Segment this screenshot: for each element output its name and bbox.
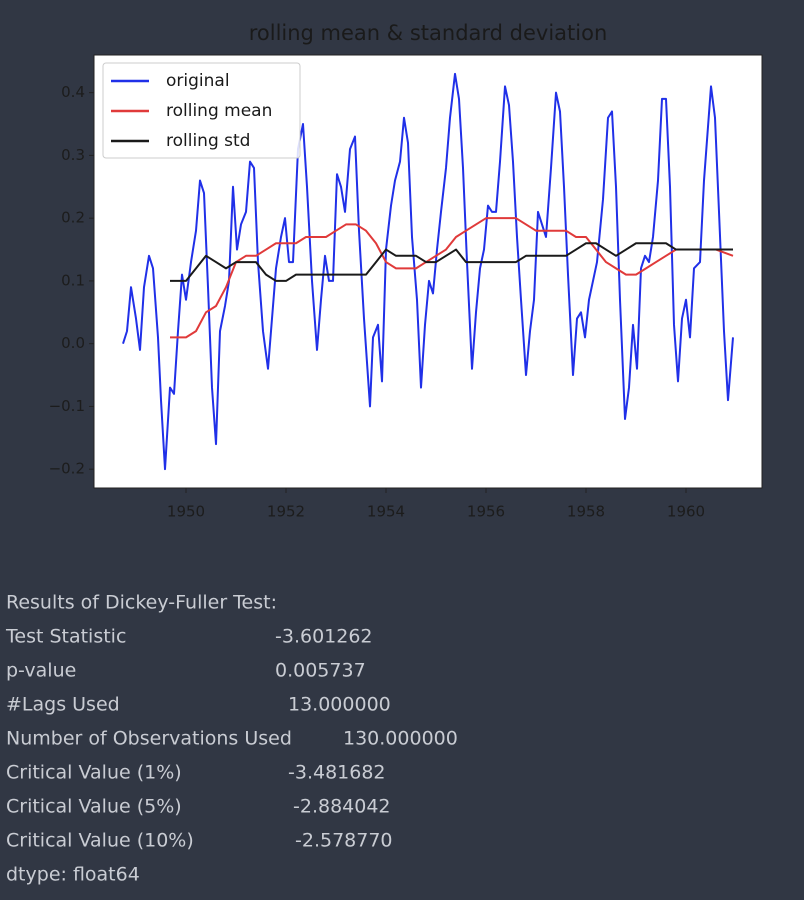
result-label: Critical Value (10%): [6, 830, 194, 852]
legend-label: rolling mean: [166, 101, 272, 121]
result-value: -2.578770: [295, 830, 393, 852]
test-results: Results of Dickey-Fuller Test: Test Stati…: [5, 592, 458, 886]
result-label: Critical Value (1%): [6, 762, 182, 784]
x-tick-label: 1952: [267, 503, 305, 521]
chart-title: rolling mean & standard deviation: [249, 21, 608, 45]
legend-box: [102, 62, 301, 159]
x-tick-label: 1956: [467, 503, 505, 521]
legend-label: original: [166, 71, 230, 91]
y-tick-label: −0.1: [49, 397, 85, 415]
result-label: Test Statistic: [5, 626, 126, 648]
lines: [122, 72, 734, 471]
y-tick-label: −0.2: [49, 460, 85, 478]
y-tick-label: 0.0: [61, 334, 85, 352]
result-label: Number of Observations Used: [6, 728, 292, 750]
legend: original rolling mean rolling std: [102, 62, 301, 159]
y-tick-label: 0.2: [61, 209, 85, 227]
result-value: -3.481682: [288, 762, 386, 784]
x-tick-label: 1954: [367, 503, 405, 521]
series-line: [170, 217, 734, 339]
result-value: -2.884042: [293, 796, 391, 818]
result-label: #Lags Used: [6, 694, 120, 716]
result-value: 130.000000: [343, 728, 458, 750]
x-tick-label: 1950: [167, 503, 205, 521]
result-value: -3.601262: [275, 626, 373, 648]
results-heading: Results of Dickey-Fuller Test:: [6, 592, 277, 614]
x-tick-label: 1960: [667, 503, 705, 521]
result-value: 13.000000: [288, 694, 391, 716]
y-tick-label: 0.4: [61, 83, 85, 101]
result-label: p-value: [6, 660, 76, 682]
x-tick-label: 1958: [567, 503, 605, 521]
y-tick-label: 0.3: [61, 146, 85, 164]
series-line: [170, 242, 733, 282]
result-label: Critical Value (5%): [6, 796, 182, 818]
results-footer: dtype: float64: [6, 864, 140, 886]
y-tick-label: 0.1: [61, 271, 85, 289]
legend-label: rolling std: [166, 131, 250, 151]
series-line: [122, 72, 734, 471]
result-value: 0.005737: [275, 660, 366, 682]
